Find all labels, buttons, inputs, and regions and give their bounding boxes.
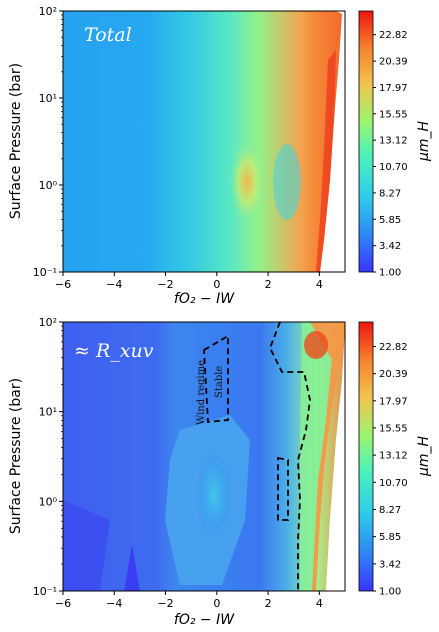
colorbar-tick-label: 20.39 — [379, 369, 408, 380]
colorbar-tick-label: 22.82 — [379, 30, 408, 41]
bottom-y-ticks: 10⁻¹ 10⁰ 10¹ 10² — [33, 316, 63, 598]
bottom-heatmap-field — [63, 322, 345, 591]
bottom-x-ticks: −6 −4 −2 0 2 4 — [55, 591, 323, 610]
bottom-red-spot — [304, 331, 328, 359]
bottom-colorbar-ticks: 1.00 3.42 5.85 8.27 10.70 13.12 15.55 17.97 20.3… — [373, 342, 408, 598]
x-tick-label: 4 — [316, 278, 323, 291]
top-x-ticks: −6 −4 −2 0 2 4 — [55, 272, 323, 291]
bottom-axes-frame — [62, 321, 346, 592]
top-x-axis-label: fO₂ − IW — [174, 291, 235, 307]
colorbar-tick-label: 15.55 — [379, 423, 408, 434]
bottom-edge-contour — [269, 322, 311, 591]
bottom-cyan-core — [196, 450, 232, 540]
x-tick-label: 2 — [265, 278, 272, 291]
bottom-x-axis-label: fO₂ − IW — [174, 612, 235, 628]
colorbar-tick-label: 1.00 — [379, 587, 401, 598]
colorbar-tick-label: 8.27 — [379, 188, 401, 199]
x-tick-label: −6 — [55, 597, 71, 610]
x-tick-label: 0 — [213, 278, 220, 291]
colorbar-tick-label: 17.97 — [379, 396, 408, 407]
bottom-empty-region — [326, 330, 345, 591]
y-tick-label: 10⁰ — [39, 495, 58, 508]
y-tick-label: 10² — [39, 5, 57, 18]
bottom-panel-title: ≈ R_xuv — [74, 340, 154, 362]
x-tick-label: 4 — [316, 597, 323, 610]
top-panel-title: Total — [84, 24, 132, 46]
colorbar-tick-label: 17.97 — [379, 83, 408, 94]
annotation-stable: Stable — [214, 366, 225, 398]
colorbar-tick-label: 5.85 — [379, 215, 401, 226]
colorbar-tick-label: 13.12 — [379, 136, 408, 147]
bottom-wind-contour — [203, 334, 229, 423]
x-tick-label: 0 — [213, 597, 220, 610]
bottom-y-axis-label: Surface Pressure (bar) — [8, 378, 24, 534]
x-tick-label: −4 — [106, 278, 122, 291]
y-tick-label: 10⁰ — [39, 179, 58, 192]
y-tick-label: 10¹ — [39, 406, 57, 419]
top-warm-blob — [229, 140, 265, 224]
top-axes-frame — [62, 10, 346, 273]
x-tick-label: −2 — [157, 278, 173, 291]
colorbar-tick-label: 5.85 — [379, 532, 401, 543]
colorbar-tick-label: 10.70 — [379, 162, 408, 173]
annotation-wind-regime: Wind regime — [196, 360, 207, 425]
top-y-ticks: 10⁻¹ 10⁰ 10¹ 10² — [33, 5, 63, 279]
bottom-panel: ≈ R_xuv Wind regime Stable −6 −4 −2 0 2 4 10⁻… — [8, 316, 432, 628]
x-tick-label: −2 — [157, 597, 173, 610]
top-colorbar-ticks: 1.00 3.42 5.85 8.27 10.70 13.12 15.55 17.97 20.3… — [373, 30, 408, 279]
bottom-colorbar — [358, 321, 374, 592]
top-y-axis-label: Surface Pressure (bar) — [8, 63, 24, 219]
top-field-area — [63, 11, 342, 272]
x-tick-label: −4 — [106, 597, 122, 610]
colorbar-tick-label: 3.42 — [379, 559, 401, 570]
colorbar-tick-label: 8.27 — [379, 505, 401, 516]
bottom-colorbar-label: μm_H — [416, 435, 432, 477]
bottom-orange-band — [310, 322, 345, 591]
colorbar-tick-label: 10.70 — [379, 478, 408, 489]
colorbar-tick-label: 3.42 — [379, 241, 401, 252]
colorbar-tick-label: 1.00 — [379, 268, 401, 279]
bottom-dark-patch-2 — [63, 500, 110, 591]
y-tick-label: 10² — [39, 316, 57, 329]
top-heatmap-field — [63, 11, 342, 272]
top-cyan-pocket — [273, 144, 301, 220]
y-tick-label: 10⁻¹ — [33, 266, 57, 279]
top-colorbar — [358, 10, 374, 273]
colorbar-tick-label: 13.12 — [379, 451, 408, 462]
x-tick-label: 2 — [265, 597, 272, 610]
colorbar-tick-label: 15.55 — [379, 109, 408, 120]
colorbar-tick-label: 22.82 — [379, 342, 408, 353]
x-tick-label: −6 — [55, 278, 71, 291]
bottom-small-contour — [277, 456, 289, 521]
y-tick-label: 10¹ — [39, 92, 57, 105]
top-red-edge — [316, 50, 336, 272]
bottom-dark-patch-1 — [124, 545, 140, 591]
top-panel: Total −6 −4 −2 0 2 4 10⁻¹ 10⁰ 10¹ 10² fO₂ − IW S… — [8, 5, 432, 307]
y-tick-label: 10⁻¹ — [33, 585, 57, 598]
colorbar-tick-label: 20.39 — [379, 57, 408, 68]
top-colorbar-label: μm_H — [416, 120, 432, 162]
